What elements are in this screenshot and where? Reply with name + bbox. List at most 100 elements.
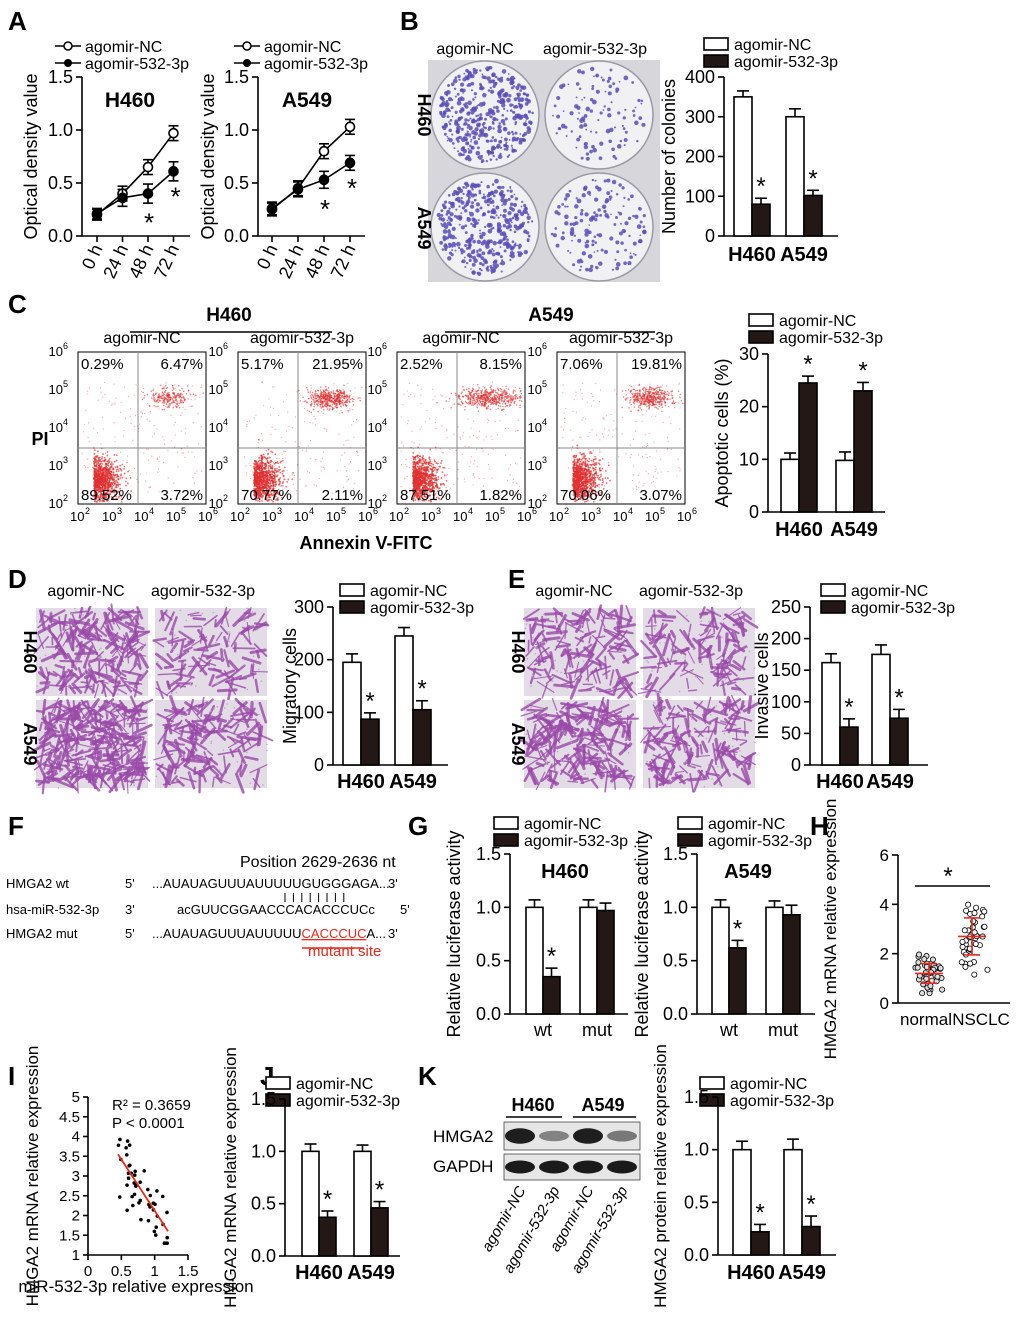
flow-event (419, 458, 421, 460)
flow-event (286, 430, 288, 432)
flow-event (421, 475, 424, 477)
flow-event (107, 481, 110, 484)
colony-dot (471, 270, 476, 275)
flow-event (149, 411, 152, 413)
colony-dot (483, 225, 487, 229)
colony-dot (603, 105, 606, 108)
colony-dot (491, 199, 494, 202)
colony-dot (454, 121, 459, 126)
legend-marker-ag (243, 59, 251, 67)
flow-event (95, 460, 98, 462)
flow-event (330, 401, 333, 404)
flow-event (192, 422, 194, 424)
flow-event (303, 400, 306, 403)
colony-dot (448, 245, 451, 249)
flow-event (153, 388, 155, 390)
flow-event (340, 409, 342, 412)
colony-dot (501, 185, 505, 189)
flow-event (126, 462, 129, 464)
colony-dot (523, 203, 527, 208)
flow-event (257, 460, 260, 463)
flow-event (167, 450, 169, 452)
colony-dot (623, 261, 627, 266)
flow-event (338, 392, 340, 395)
flow-event (331, 403, 334, 406)
flow-event (312, 422, 314, 424)
flow-event (304, 421, 306, 423)
flow-event (294, 416, 296, 418)
colony-dot (511, 136, 517, 141)
colony-dot (570, 227, 575, 232)
flow-event (274, 469, 277, 472)
colony-dot (580, 260, 584, 264)
colony-dot (623, 75, 629, 81)
colony-dot (597, 208, 601, 212)
colony-dot (613, 126, 617, 129)
colony-dot (505, 143, 508, 145)
flow-event (281, 453, 283, 456)
flow-event (266, 457, 269, 460)
flow-event (171, 398, 174, 401)
colony-dot (628, 234, 631, 238)
flow-event (292, 483, 294, 485)
flow-event (102, 428, 105, 430)
colony-dot (440, 102, 445, 108)
colony-dot (457, 246, 461, 250)
x-tick-label: 24 h (275, 241, 308, 281)
colony-dot (575, 197, 578, 200)
flow-event (346, 481, 348, 483)
colony-dot (460, 199, 463, 202)
flow-event (321, 457, 324, 459)
flow-event (163, 397, 165, 399)
flow-y-tick-exp: 6 (63, 341, 68, 351)
colony-dot (513, 193, 516, 196)
flow-event (270, 460, 273, 463)
colony-dot (576, 137, 581, 142)
colony-dot (511, 83, 514, 86)
colony-dot (593, 75, 595, 78)
flow-event (180, 430, 182, 432)
colony-dot (526, 126, 531, 131)
flow-event (126, 482, 129, 485)
colony-dot (498, 122, 501, 125)
flow-event (249, 464, 251, 467)
flow-event (124, 417, 127, 419)
colony-dot (506, 155, 510, 158)
flow-event (158, 400, 161, 402)
colony-dot (444, 200, 448, 204)
colony-dot (599, 141, 604, 146)
flow-event (322, 409, 325, 411)
colony-dot (480, 159, 485, 163)
flow-event (260, 459, 263, 462)
colony-dot (642, 213, 646, 218)
plate-col-label: agomir-532-3p (543, 41, 647, 58)
flow-event (184, 432, 186, 434)
flow-event (267, 481, 269, 483)
colony-dot (632, 252, 635, 255)
colony-dot (475, 114, 478, 118)
colony-dot (614, 215, 619, 219)
colony-dot (479, 82, 482, 86)
flow-event (311, 391, 314, 394)
flow-event (341, 399, 344, 401)
flow-event (291, 478, 294, 481)
flow-event (166, 386, 169, 389)
flow-event (299, 478, 301, 480)
colony-dot (600, 76, 603, 79)
significance-star: * (756, 173, 765, 200)
flow-event (350, 461, 352, 463)
flow-event (333, 402, 335, 405)
flow-event (282, 475, 285, 478)
flow-event (347, 382, 349, 385)
colony-dot (453, 147, 456, 150)
flow-event (121, 476, 124, 479)
colony-dot (583, 185, 588, 190)
flow-event (100, 480, 103, 483)
colony-dot (511, 130, 514, 134)
x-category-label: A549 (780, 244, 828, 266)
flow-event (334, 392, 337, 395)
flow-event (143, 387, 145, 390)
flow-event (313, 415, 315, 417)
flow-event (104, 462, 107, 465)
